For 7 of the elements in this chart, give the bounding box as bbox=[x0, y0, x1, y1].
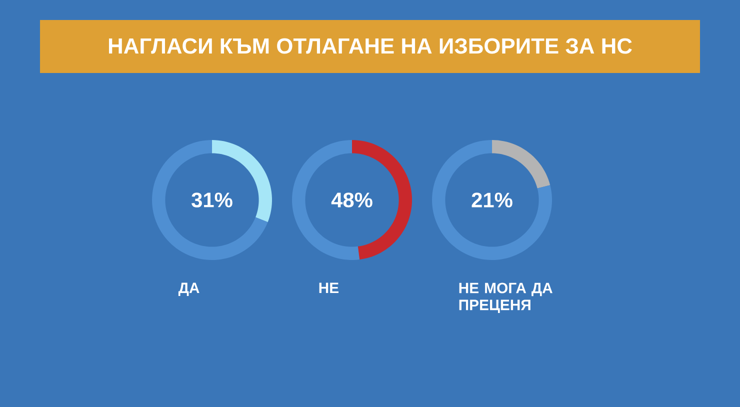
text: 31% bbox=[192, 192, 232, 208]
text: НАГЛАСИ КЪМ ОТЛАГАНЕ НА ИЗБОРИТЕ ЗА НС bbox=[108, 38, 632, 54]
text: 48% bbox=[331, 192, 372, 208]
text: НЕ bbox=[319, 282, 338, 293]
text: НЕ МОГА ДА ПРЕЦЕНЯ bbox=[459, 282, 552, 314]
text: ДА bbox=[178, 282, 200, 296]
text: 21% bbox=[472, 192, 512, 208]
